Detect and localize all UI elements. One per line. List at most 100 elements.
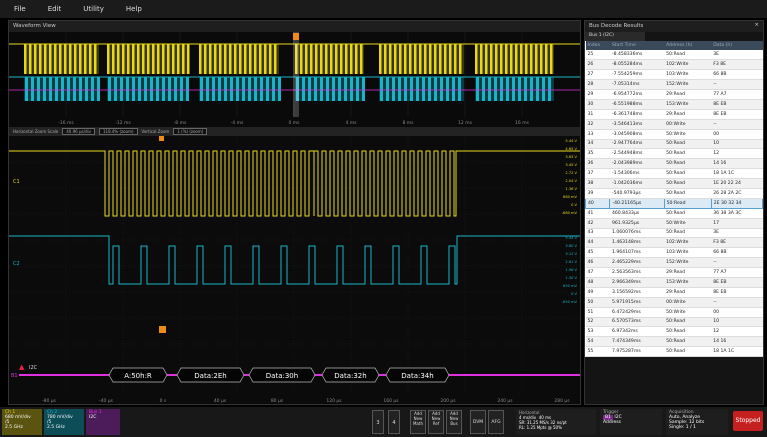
ch2-burst-pulse: [138, 77, 141, 101]
add-bus-button[interactable]: Add New Bus: [446, 410, 462, 434]
zoom-position-field[interactable]: 118.4% (zoom): [98, 128, 138, 135]
overview-plot[interactable]: -16 ms -12 ms -8 ms -4 ms 0 ms 4 ms 8 ms 12 ms 1…: [9, 32, 580, 127]
ch2-badge[interactable]: Ch 2 780 mV/div /5 2.5 GHz: [44, 409, 84, 435]
bottom-bar: Ch 1 680 mV/div /5 2.5 GHz Ch 2 780 mV/d…: [0, 407, 767, 437]
table-row[interactable]: 50 5.971915ms 00:Write --: [585, 297, 763, 308]
decode-packet: [176, 367, 245, 383]
bus-tab[interactable]: Bus 1 (I2C): [585, 32, 645, 41]
menu-file[interactable]: File: [14, 5, 26, 13]
ch2-burst-pulse: [97, 77, 100, 101]
menu-edit[interactable]: Edit: [47, 5, 62, 13]
add-math-button[interactable]: Add New Math: [410, 410, 426, 434]
horizontal-sr: SR: 31.25 MS/s: [519, 420, 549, 425]
column-header-3[interactable]: Data (h): [711, 41, 763, 50]
table-row[interactable]: 48 2.966349ms 153:Write 8E EB: [585, 277, 763, 288]
table-cell: -1.54306ms: [609, 168, 665, 180]
table-cell: 46: [585, 257, 610, 269]
table-row[interactable]: 55 7.975287ms 50:Read 18 1A 1C: [585, 346, 763, 358]
ch1-burst-pulse: [229, 44, 232, 74]
table-row[interactable]: 36 -2.043989ms 50:Read 14 16: [585, 158, 763, 170]
ch2-burst-pulse: [79, 77, 82, 101]
table-row[interactable]: 49 3.156592ms 29:Read 8E EB: [585, 287, 763, 298]
run-stop-button[interactable]: Stopped: [733, 411, 763, 431]
column-header-0[interactable]: Index: [585, 41, 610, 50]
channel-3-button[interactable]: 3: [372, 410, 384, 434]
table-row[interactable]: 28 -7.05314ms 152:Write --: [585, 79, 763, 91]
ch2-burst-pulse: [126, 77, 129, 101]
table-cell: 14 16: [711, 336, 763, 348]
table-cell: -6.551988ms: [609, 99, 665, 110]
table-cell: -3.045908ms: [609, 129, 665, 140]
table-row[interactable]: 25 -8.458336ms 50:Read 3E: [585, 50, 763, 61]
table-row[interactable]: 31 -6.361748ms 29:Read 8E EB: [585, 109, 763, 120]
table-row[interactable]: 52 6.570573ms 50:Read 10: [585, 317, 763, 328]
table-row[interactable]: 26 -8.055284ms 102:Write F3 8E: [585, 59, 763, 71]
afg-button[interactable]: AFG: [488, 410, 504, 434]
main-plot[interactable]: C1 C2 5.44 V 4.65 V 3.63 V 3.45 V 2.72 V 2.04 V…: [9, 136, 580, 405]
table-row[interactable]: 42 961.9325µs 50:Write 17: [585, 218, 763, 229]
ch1-burst-pulse: [295, 44, 298, 74]
table-row[interactable]: 54 7.474349ms 50:Read 14 16: [585, 336, 763, 348]
ch2-scale-tick: -650 mV: [562, 300, 578, 304]
table-cell: 18 1A 1C: [711, 168, 763, 180]
table-row[interactable]: 43 1.060076ms 50:Read 3E: [585, 228, 763, 239]
ch1-burst-pulse: [147, 44, 150, 74]
table-row[interactable]: 30 -6.551988ms 153:Write 8E EB: [585, 99, 763, 110]
table-row[interactable]: 32 -3.546413ms 00:Write --: [585, 119, 763, 130]
channel-4-button[interactable]: 4: [388, 410, 400, 434]
menu-utility[interactable]: Utility: [83, 5, 104, 13]
table-row[interactable]: 33 -3.045908ms 50:Write 00: [585, 129, 763, 140]
table-row[interactable]: 38 -1.042036ms 50:Read 1E 20 22 24: [585, 178, 763, 189]
table-cell: 36 38 3A 3C: [711, 208, 763, 219]
ch1-burst-pulse: [137, 44, 140, 74]
table-row[interactable]: 39 -540.9793µs 50:Read 26 28 2A 2C: [585, 188, 763, 199]
ch1-scale-tick: 2.04 V: [565, 179, 577, 183]
table-row[interactable]: 35 -2.544948ms 50:Read 12: [585, 148, 763, 160]
dvm-button[interactable]: DVM: [470, 410, 486, 434]
table-cell: 25: [585, 50, 610, 61]
table-row[interactable]: 41 460.8433µs 50:Read 36 38 3A 3C: [585, 208, 763, 219]
ch1-badge[interactable]: Ch 1 680 mV/div /5 2.5 GHz: [2, 409, 42, 435]
menu-help[interactable]: Help: [125, 5, 142, 13]
add-ref-button[interactable]: Add New Ref: [428, 410, 444, 434]
ch1-burst-pulse: [459, 44, 462, 74]
trigger-title: Trigger: [603, 410, 619, 415]
table-row[interactable]: 51 6.472429ms 50:Write 00: [585, 307, 763, 318]
ch2-burst-pulse: [73, 77, 76, 101]
table-cell: --: [711, 79, 763, 91]
column-header-2[interactable]: Address (h): [664, 41, 712, 50]
table-row[interactable]: 53 6.97342ms 50:Read 12: [585, 326, 763, 338]
bus1-badge[interactable]: Bus 1 I2C: [86, 409, 120, 435]
table-row[interactable]: 46 2.465229ms 152:Write --: [585, 257, 763, 269]
table-cell: 29:Read: [664, 287, 712, 298]
overview-tick: 8 ms: [402, 120, 414, 126]
vertical-zoom-field[interactable]: 1 (%) (zoom): [173, 128, 208, 135]
table-row[interactable]: 44 1.463148ms 102:Write F3 8E: [585, 237, 763, 249]
table-row[interactable]: 40 -40.21165µs 50:Read 2E 30 32 34: [584, 197, 764, 209]
table-row[interactable]: 37 -1.54306ms 50:Read 18 1A 1C: [585, 168, 763, 180]
table-row[interactable]: 27 -7.554259ms 103:Write 66 8B: [585, 69, 763, 81]
decode-packet: [321, 367, 380, 383]
ch1-burst-pulse: [89, 44, 92, 74]
horizontal-title: Horizontal: [519, 410, 540, 415]
acquisition-badge[interactable]: Acquisition Auto, Analyze Sample: 12 bit…: [666, 409, 728, 435]
table-cell: 32: [585, 119, 610, 130]
waveform-view[interactable]: Waveform View -16 ms -12 ms -8 ms -4 ms 0 ms…: [8, 20, 581, 405]
decode-label: Data:2Eh: [194, 372, 226, 380]
horizontal-badge[interactable]: Horizontal 4 ms/div 40 ms SR: 31.25 MS/s…: [516, 409, 596, 435]
ch1-scale-tick: 3.45 V: [565, 163, 577, 167]
close-icon[interactable]: ×: [754, 22, 759, 28]
trigger-badge[interactable]: Trigger B1 I2C Address: [600, 409, 662, 435]
ch1-burst-pulse: [399, 44, 402, 74]
table-cell: 28: [585, 79, 610, 91]
zoom-scale-field[interactable]: 40.96 µs/div: [62, 128, 95, 135]
table-row[interactable]: 34 -2.947764ms 50:Read 10: [585, 139, 763, 150]
table-cell: 77 A7: [711, 267, 763, 278]
table-cell: 1.060076ms: [609, 228, 665, 239]
table-row[interactable]: 47 2.563563ms 29:Read 77 A7: [585, 267, 763, 278]
column-header-1[interactable]: Start Time: [609, 41, 665, 50]
table-row[interactable]: 45 1.964107ms 103:Write 66 8B: [585, 247, 763, 259]
table-row[interactable]: 29 -6.954772ms 29:Read 77 A7: [585, 89, 763, 100]
ch1-burst-pulse: [414, 44, 417, 74]
table-cell: 29:Read: [664, 89, 712, 100]
